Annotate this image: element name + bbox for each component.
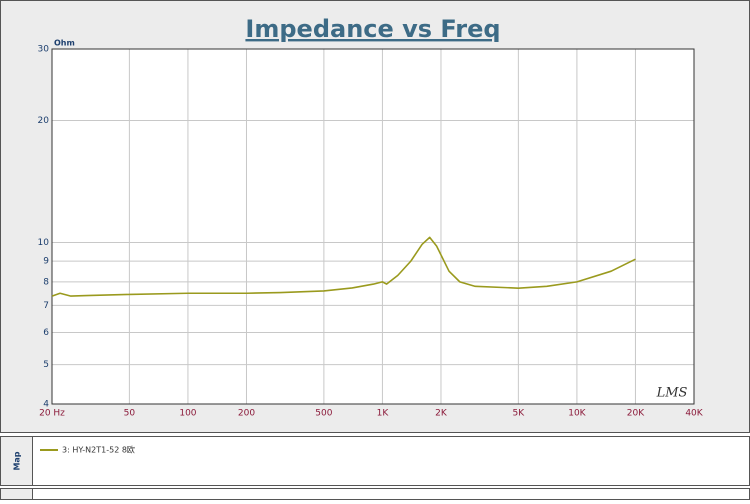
legend-panel (0, 436, 750, 486)
y-tick-label: 10 (38, 238, 50, 248)
x-tick-label: 500 (315, 409, 332, 419)
y-tick-label: 7 (43, 301, 49, 311)
x-tick-label: 10K (568, 409, 586, 419)
plot-area (51, 48, 695, 405)
legend-label: 3: HY-N2T1-52 8欧 (62, 445, 135, 455)
bottom-panel (0, 488, 750, 500)
legend-side (0, 436, 33, 486)
y-tick-label: 4 (43, 400, 49, 410)
watermark: LMS (656, 386, 688, 401)
y-tick-label: 6 (43, 328, 49, 338)
y-tick-label: 8 (43, 277, 49, 287)
x-tick-label: 2K (435, 409, 448, 419)
legend-heading: Map (13, 451, 22, 470)
y-axis-label: Ohm (54, 39, 75, 48)
y-tick-label: 20 (38, 116, 50, 126)
x-tick-label: 100 (179, 409, 196, 419)
x-tick-label: 40K (685, 409, 703, 419)
series-line (51, 236, 636, 297)
x-tick-label: 5K (513, 409, 526, 419)
y-tick-label: 5 (43, 360, 49, 370)
bottom-side (0, 488, 33, 500)
chart-title: Impedance vs Freq (245, 15, 500, 43)
x-tick-label: 1K (377, 409, 390, 419)
y-tick-label: 9 (43, 257, 49, 267)
x-tick-label: 20K (627, 409, 645, 419)
plot-border (51, 48, 695, 405)
x-tick-label: 20 Hz (39, 409, 65, 419)
y-tick-label: 30 (38, 45, 50, 55)
x-tick-label: 200 (238, 409, 255, 419)
x-tick-label: 50 (124, 409, 136, 419)
